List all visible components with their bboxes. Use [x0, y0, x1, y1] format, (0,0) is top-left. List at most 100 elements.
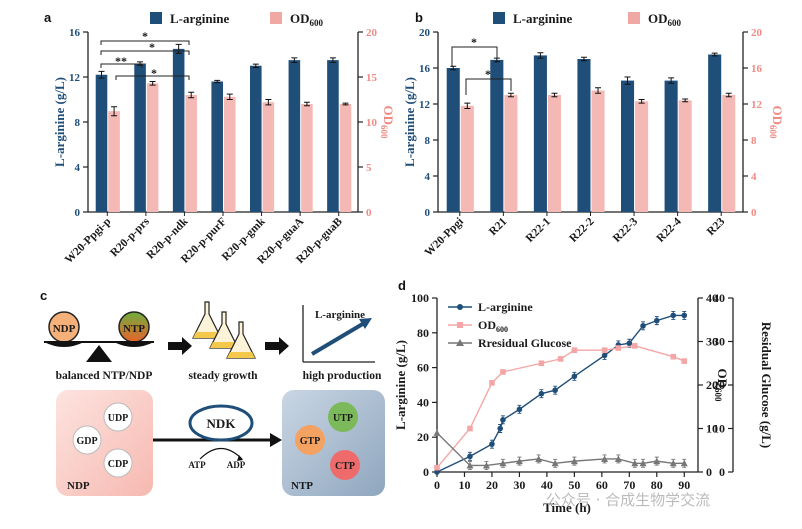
- fulcrum: [86, 345, 112, 362]
- a-err-arginine-0: [98, 70, 105, 79]
- d-line-2: [436, 432, 685, 467]
- d-err-0-7: [553, 385, 558, 395]
- b-ytick-label-left-1: 4: [425, 171, 431, 183]
- d-xtick-label-0: 0: [434, 478, 440, 492]
- d-err-0-8: [572, 371, 577, 381]
- sig-a-bracket-3: [100, 63, 143, 68]
- legend-a-od-swatch: [270, 12, 282, 24]
- panel-letter-d: d: [398, 278, 406, 293]
- d-point-1-7: [601, 347, 608, 353]
- b-ytick-label-right-1: 4: [751, 171, 757, 183]
- cdp-label: CDP: [108, 459, 129, 470]
- a-err-arginine-5: [291, 57, 298, 63]
- d-err-0-15: [682, 310, 687, 320]
- a-ytick-label-left-4: 16: [69, 27, 81, 39]
- panel-letter-c: c: [40, 288, 47, 303]
- d-ytick-label-right-1: 10: [706, 422, 718, 436]
- legend-a-arginine: L-arginine: [170, 11, 229, 26]
- b-bar-arginine-1: [490, 59, 504, 213]
- udp-circle: [103, 402, 133, 432]
- d-point-1-2: [489, 380, 495, 386]
- ylabel-b-left: L-arginine (g/L): [402, 77, 417, 167]
- a-ytick-label-left-2: 8: [75, 117, 81, 129]
- a-ytick-label-right-0: 0: [366, 207, 372, 219]
- a-bar-od-0: [108, 111, 120, 212]
- d-err-2-12: [654, 456, 659, 466]
- d-ytick-label-right3-0: 0: [719, 465, 725, 479]
- a-ytick-label-left-0: 0: [75, 207, 81, 219]
- a-bar-od-6: [339, 104, 352, 212]
- ndp-box-label: NDP: [67, 480, 90, 492]
- d-xtick-label-3: 30: [513, 478, 525, 492]
- a-bar-arginine-2: [172, 48, 185, 212]
- a-err-arginine-3: [214, 79, 221, 84]
- d-xtick-label-1: 10: [458, 478, 470, 492]
- ctp-label: CTP: [335, 461, 355, 472]
- cofactor-arc: [199, 447, 243, 460]
- d-err-2-4: [517, 456, 522, 466]
- b-category-1: R21: [487, 215, 510, 238]
- b-ytick-label-right-0: 0: [751, 207, 757, 219]
- d-err-0-2: [489, 439, 494, 449]
- legend-d: L-arginine OD600 Rresidual Glucose: [448, 300, 572, 350]
- d-point-1-8: [615, 345, 622, 351]
- d-point-1-11: [681, 358, 688, 364]
- balance-scale: NDP NTP balanced NTP/NDP: [44, 311, 154, 382]
- d-xtick-label-7: 70: [623, 478, 635, 492]
- b-ytick-label-right-2: 8: [751, 135, 757, 147]
- ylabel-a-left: L-arginine (g/L): [52, 77, 67, 167]
- flasks-icon: [192, 301, 256, 359]
- b-err-arginine-4: [624, 76, 631, 85]
- panel-letter-a: a: [44, 10, 52, 25]
- d-err-2-2: [484, 461, 489, 470]
- d-point-1-3: [500, 369, 506, 375]
- ylabel-a-right: OD600: [379, 106, 396, 140]
- b-bar-arginine-5: [664, 80, 678, 212]
- d-ytick-label-left-5: 100: [411, 291, 429, 305]
- sig-b-star-1: *: [471, 35, 477, 49]
- gdp-label: GDP: [76, 436, 97, 447]
- chart-a: L-arginine OD600 0 4 8 12 16 0 5 10 15 20 W20-Pp…: [52, 11, 396, 267]
- a-bar-arginine-1: [134, 63, 146, 212]
- gtp-label: GTP: [300, 436, 321, 447]
- a-ytick-label-left-1: 4: [75, 162, 81, 174]
- d-err-0-12: [641, 321, 646, 331]
- ndk-enzyme: [188, 404, 254, 442]
- b-ytick-label-left-2: 8: [425, 135, 431, 147]
- gdp-circle: [72, 425, 102, 455]
- b-err-arginine-2: [537, 52, 544, 59]
- a-err-od-3: [226, 93, 233, 100]
- b-ytick-label-left-5: 20: [419, 27, 431, 39]
- sig-a-bracket-1: [100, 40, 190, 45]
- b-err-od-0: [464, 102, 471, 109]
- b-bar-arginine-4: [621, 80, 635, 212]
- d-xtick-label-4: 40: [541, 478, 553, 492]
- d-err-0-13: [654, 316, 659, 326]
- a-bar-arginine-3: [211, 81, 223, 212]
- d-xtick-label-6: 60: [596, 478, 608, 492]
- b-err-arginine-0: [450, 65, 457, 71]
- a-bar-od-3: [224, 96, 236, 212]
- adp-label: ADP: [227, 460, 246, 470]
- d-err-2-11: [641, 458, 646, 468]
- d-point-1-6: [571, 347, 578, 353]
- b-ytick-label-left-3: 12: [419, 99, 431, 111]
- d-err-2-14: [682, 458, 687, 468]
- b-ytick-label-right-3: 12: [751, 99, 763, 111]
- b-bar-od-1: [504, 95, 518, 212]
- sig-b-star-2: *: [485, 67, 491, 81]
- a-err-od-1: [149, 81, 156, 86]
- sig-a-bracket-4: [115, 75, 190, 80]
- gtp-circle: [295, 425, 325, 455]
- d-ytick-label-left-1: 20: [417, 430, 429, 444]
- legend-a-od: OD600: [290, 11, 324, 28]
- ntp-box-label: NTP: [291, 480, 313, 492]
- d-point-1-5: [557, 356, 564, 362]
- b-bar-arginine-2: [533, 55, 547, 213]
- a-category-0: W20-Ppgi-p: [63, 216, 114, 267]
- d-ytick-label-right-3: 30: [706, 335, 718, 349]
- b-err-arginine-6: [711, 52, 718, 57]
- d-point-1-9: [632, 343, 638, 349]
- a-bar-od-1: [146, 83, 159, 212]
- legend-a-arginine-swatch: [150, 12, 162, 24]
